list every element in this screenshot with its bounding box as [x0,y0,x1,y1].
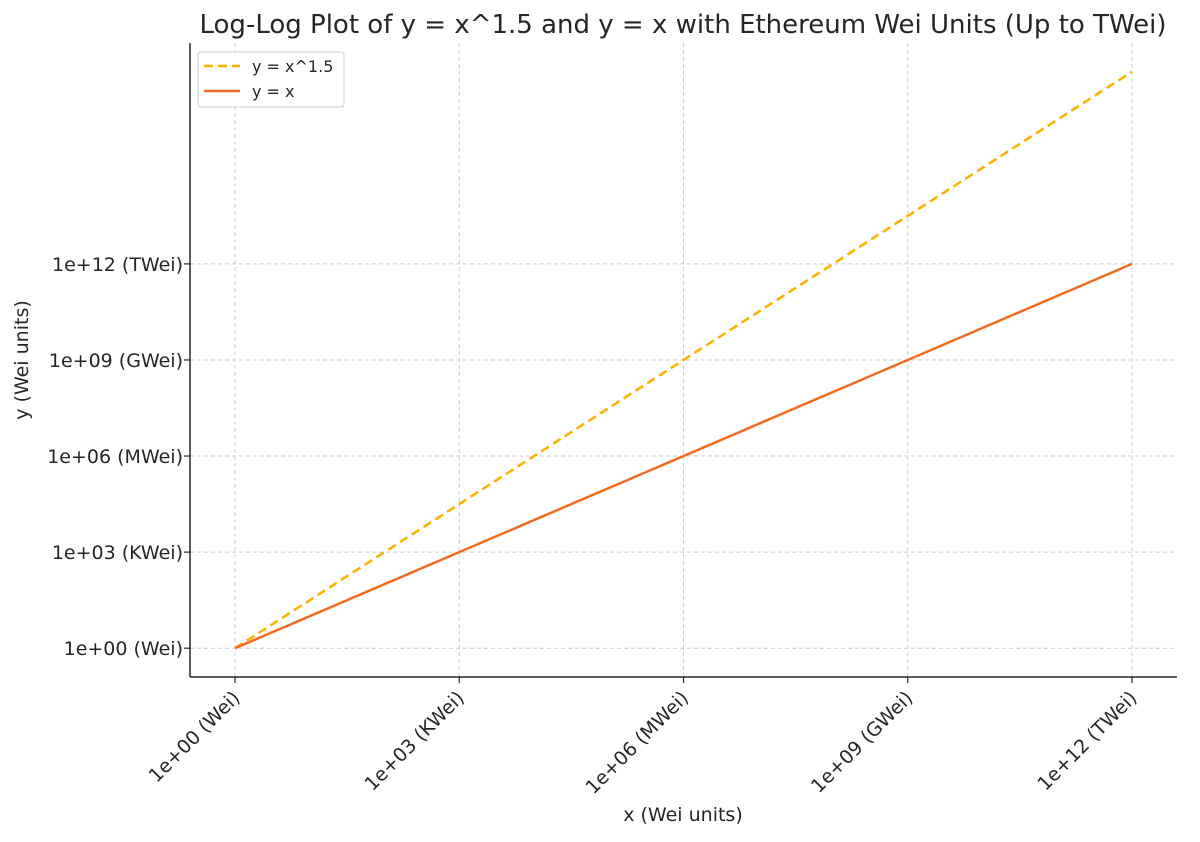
y-tick-label: 1e+12 (TWei) [52,254,183,276]
series-line-0 [234,70,1133,650]
legend-label-x1.5: y = x^1.5 [252,57,333,76]
x-axis-label: x (Wei units) [623,804,743,826]
y-tick-label: 1e+03 (KWei) [52,542,183,564]
legend: y = x^1.5 y = x [197,51,345,108]
y-axis-label: y (Wei units) [11,300,33,420]
y-tick-label: 1e+00 (Wei) [64,638,183,660]
chart-title: Log-Log Plot of y = x^1.5 and y = x with… [200,10,1167,40]
y-tick-label: 1e+09 (GWei) [49,350,183,372]
series-group [234,70,1133,650]
x-tick-label: 1e+00 (Wei) [145,687,245,787]
legend-label-x: y = x [252,82,295,101]
ticks: 1e+00 (Wei) 1e+03 (KWei) 1e+06 (MWei) 1e+09… [47,254,1141,799]
x-tick-label: 1e+03 (KWei) [360,687,468,795]
x-tick-label: 1e+06 (MWei) [581,687,693,799]
x-tick-label: 1e+09 (GWei) [807,687,917,797]
series-line-1 [234,262,1133,650]
y-tick-label: 1e+06 (MWei) [47,446,183,468]
x-tick-label: 1e+12 (TWei) [1033,687,1141,795]
